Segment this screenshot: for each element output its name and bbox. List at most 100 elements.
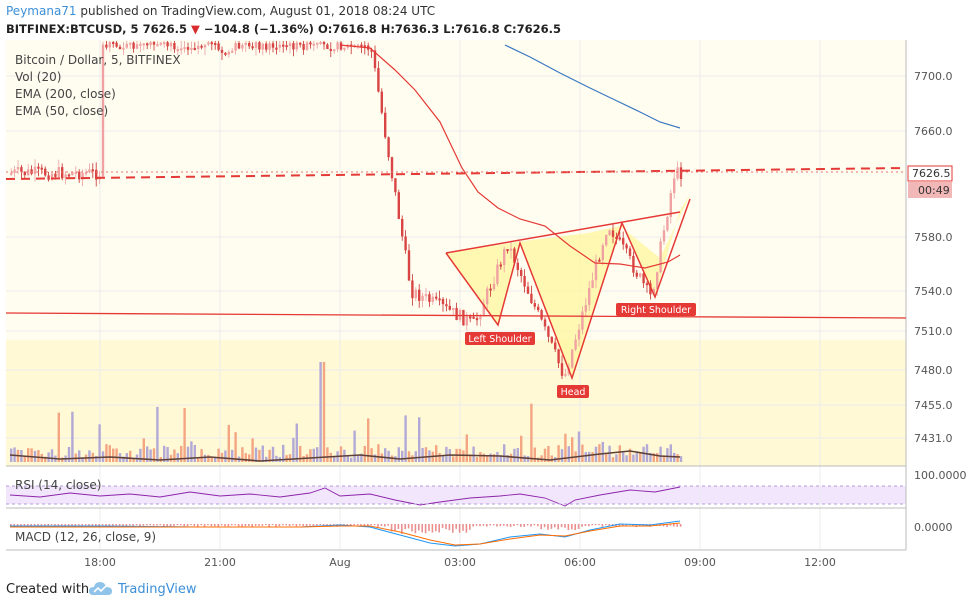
volume-bar xyxy=(639,452,642,462)
macd-hist-bar xyxy=(224,524,226,527)
volume-bar xyxy=(625,455,628,462)
macd-hist-bar xyxy=(424,524,427,534)
volume-ma-line xyxy=(9,450,681,462)
volume-bar xyxy=(669,444,672,462)
macd-hist-bar xyxy=(492,524,495,526)
ohlc-values: O:7616.8 H:7636.3 L:7616.8 C:7626.5 xyxy=(317,22,562,36)
volume-bar xyxy=(407,451,411,462)
candle-body xyxy=(71,172,74,176)
volume-bar xyxy=(462,450,465,462)
macd-hist-bar xyxy=(622,524,624,527)
volume-bar xyxy=(547,446,550,462)
ema50-line xyxy=(339,44,681,269)
volume-bar xyxy=(50,449,54,462)
macd-hist-bar xyxy=(84,524,87,526)
volume-bar xyxy=(186,446,190,462)
volume-bar xyxy=(557,445,560,462)
candle-body xyxy=(557,349,560,364)
macd-hist-bar xyxy=(431,524,434,533)
last-price: 7626.5 xyxy=(142,22,187,36)
volume-bar xyxy=(489,453,492,462)
volume-bar xyxy=(384,448,387,462)
candle-body xyxy=(20,167,23,172)
down-arrow-icon: ▼ xyxy=(190,22,200,36)
candle-body xyxy=(190,48,193,51)
candle-body xyxy=(564,373,567,376)
macd-hist-bar xyxy=(16,524,19,527)
candle-body xyxy=(207,42,210,45)
price-chart[interactable]: Left Shoulder Head Right Shoulder 7700.0… xyxy=(0,40,971,576)
volume-bar xyxy=(373,454,377,462)
macd-hist-bar xyxy=(234,524,236,526)
left-shoulder-label: Left Shoulder xyxy=(465,332,535,345)
volume-bar xyxy=(227,424,230,462)
macd-hist-bar xyxy=(220,524,223,526)
volume-bar xyxy=(520,435,523,462)
candle-body xyxy=(594,259,598,281)
macd-hist-bar xyxy=(149,524,151,526)
macd-hist-bar xyxy=(662,524,665,527)
candle-body xyxy=(282,44,285,47)
macd-hist-bar xyxy=(44,524,46,527)
candle-body xyxy=(146,43,149,46)
main-pane-background xyxy=(6,40,906,340)
candle-body xyxy=(533,303,536,307)
macd-hist-bar xyxy=(482,524,485,526)
volume-bar xyxy=(169,454,173,462)
grid-lines xyxy=(6,40,906,550)
chart-header: Peymana71 published on TradingView.com, … xyxy=(0,0,971,40)
volume-bar xyxy=(265,456,268,462)
candle-body xyxy=(669,193,672,218)
candle-body xyxy=(486,288,489,305)
time-tick-label: 09:00 xyxy=(684,556,716,569)
volume-bar xyxy=(598,444,601,462)
macd-signal-line xyxy=(10,522,681,546)
volume-bar xyxy=(108,445,111,462)
volume-bar xyxy=(445,446,448,462)
tradingview-link[interactable]: TradingView xyxy=(118,582,197,597)
macd-hist-bar xyxy=(390,524,393,532)
macd-hist-bar xyxy=(186,524,189,527)
macd-hist-bar xyxy=(377,524,379,527)
volume-bar xyxy=(506,455,509,462)
volume-bar xyxy=(492,454,496,462)
candle-body xyxy=(588,288,591,306)
macd-hist-bar xyxy=(108,524,111,527)
macd-hist-bar xyxy=(88,524,90,527)
author-link[interactable]: Peymana71 xyxy=(6,4,77,18)
volume-bar xyxy=(105,444,108,462)
candle-body xyxy=(482,304,485,317)
candle-body xyxy=(540,310,543,320)
candle-body xyxy=(159,42,162,45)
volume-bar xyxy=(268,449,271,462)
candle-body xyxy=(278,44,281,48)
candle-body xyxy=(44,168,47,176)
macd-hist-bar xyxy=(237,524,240,527)
volume-bar xyxy=(67,446,71,462)
candle-body xyxy=(591,280,594,289)
volume-bar xyxy=(649,452,652,462)
macd-hist-bar xyxy=(312,524,315,526)
candle-body xyxy=(635,272,638,277)
volume-bar xyxy=(207,454,210,462)
candle-body xyxy=(394,178,397,193)
volume-bar xyxy=(496,451,499,462)
time-tick-label: Aug xyxy=(329,556,350,569)
candle-body xyxy=(122,47,125,50)
volume-bar xyxy=(319,362,322,462)
volume-bar xyxy=(44,456,47,462)
macd-hist-bar xyxy=(169,524,172,527)
macd-hist-bar xyxy=(95,524,97,526)
candle-body xyxy=(418,289,421,301)
candle-body xyxy=(108,42,111,48)
candle-body xyxy=(625,244,628,249)
volume-bar xyxy=(27,448,30,462)
macd-hist-bar xyxy=(343,524,345,526)
horizontal-resistance-dashed xyxy=(5,167,907,180)
volume-bar xyxy=(88,450,91,462)
volume-bar xyxy=(656,453,659,462)
macd-hist-bar xyxy=(479,524,481,527)
volume-bar xyxy=(261,445,264,462)
macd-hist-bar xyxy=(275,524,277,527)
rsi-label: RSI (14, close) xyxy=(15,478,102,492)
